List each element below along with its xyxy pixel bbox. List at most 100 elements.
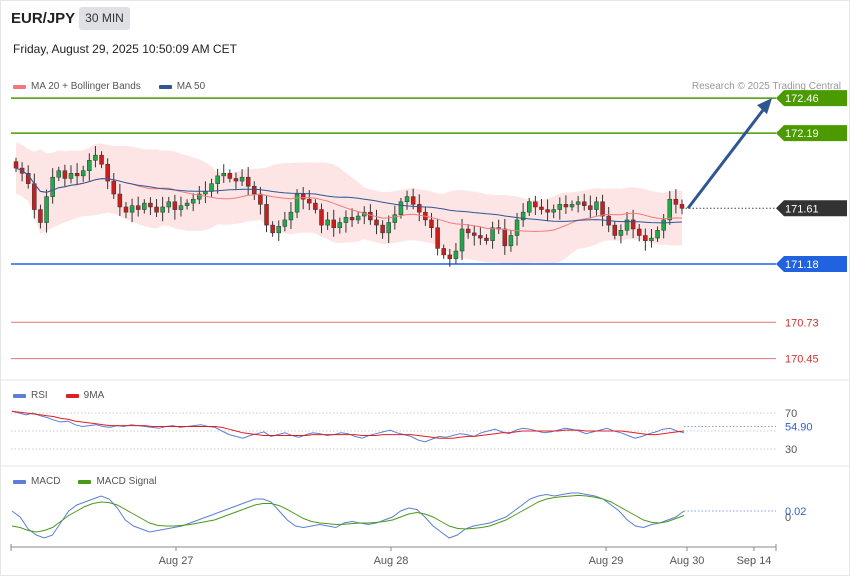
candle (239, 169, 245, 186)
candle-body-down (264, 204, 269, 226)
candle (123, 202, 129, 219)
ma50-line (15, 167, 683, 224)
rsi-ma-line (11, 410, 685, 439)
candle-body-up (129, 205, 135, 213)
candle-body-up (569, 204, 575, 208)
macd-legend: MACD MACD Signal (13, 476, 156, 487)
candle-body-up (178, 205, 184, 210)
candle-body-down (465, 228, 471, 234)
rsi-last-value: 54.90 (785, 422, 813, 434)
candle-body-down (105, 163, 110, 182)
candle (447, 248, 453, 267)
candle-body-up (44, 196, 49, 223)
legend-label-macd-signal: MACD Signal (96, 476, 157, 487)
candle-body-down (478, 235, 483, 239)
candle (551, 204, 556, 219)
candle (380, 220, 385, 239)
candle-body-up (655, 230, 660, 239)
candle-body-down (588, 205, 593, 210)
candle (105, 158, 110, 190)
candle (343, 210, 349, 233)
candle (44, 189, 49, 233)
candle-body-down (13, 161, 19, 169)
candle-body-up (276, 226, 281, 234)
candle-body-down (636, 228, 642, 236)
candle (533, 195, 538, 216)
candle (417, 194, 422, 222)
level-label-170.45: 170.45 (785, 354, 819, 366)
candle (288, 202, 294, 229)
candle-body-down (148, 202, 153, 208)
candle-body-down (123, 206, 129, 213)
candle-body-down (447, 254, 453, 260)
candle-body-up (93, 154, 98, 161)
level-label-171.61: 171.61 (785, 203, 819, 215)
candle (117, 183, 123, 217)
rsi-level-70: 70 (785, 408, 797, 420)
candle (673, 189, 679, 214)
macd-line (11, 492, 685, 539)
candle-body-down (563, 204, 569, 208)
candle-body-up (294, 193, 300, 213)
candle-body-down (331, 219, 336, 228)
candle-body-up (520, 211, 526, 221)
legend-label-rsi: RSI (31, 390, 48, 401)
legend-swatch-macd (13, 479, 26, 484)
candle (502, 218, 508, 255)
candle (355, 212, 361, 224)
candle (649, 229, 654, 248)
level-tag-172.46 (776, 90, 847, 107)
candle (655, 226, 660, 242)
candle (300, 187, 306, 210)
candle-body-down (111, 180, 117, 195)
candle (410, 188, 416, 210)
candle-body-up (343, 217, 349, 223)
candle (111, 173, 117, 199)
candle (245, 167, 251, 196)
candle-body-up (355, 215, 361, 221)
timeframe-badge[interactable]: 30 MIN (79, 7, 130, 30)
level-tag-171.61 (776, 200, 847, 217)
candle (569, 200, 575, 211)
candle-body-up (386, 222, 391, 234)
candle (453, 242, 459, 264)
candle-body-up (209, 183, 214, 192)
legend-label-ma20: MA 20 + Bollinger Bands (31, 81, 141, 92)
candle-body-down (313, 202, 318, 210)
candle (87, 153, 92, 181)
level-tag-171.18 (776, 255, 847, 272)
candle (142, 199, 147, 214)
candle (129, 198, 135, 223)
candle (68, 165, 74, 184)
candle (282, 211, 288, 232)
candle (80, 165, 86, 182)
candle (679, 199, 685, 215)
candle (154, 198, 159, 218)
candle-body-up (453, 250, 459, 260)
candle-body-up (50, 176, 55, 197)
candle (465, 224, 471, 239)
candle-body-up (551, 209, 556, 213)
candle (313, 199, 318, 214)
macd-signal-line (11, 494, 685, 533)
candle (539, 198, 544, 215)
candle (331, 209, 336, 237)
candle-body-up (575, 201, 581, 205)
candle-body-up (184, 202, 190, 206)
candle-body-down (630, 219, 636, 230)
macd-last-value: 0.02 (785, 506, 806, 518)
candle-body-down (472, 232, 477, 236)
candle (508, 230, 514, 252)
candle-body-up (142, 202, 147, 210)
candle-body-up (514, 219, 520, 236)
candle (325, 211, 330, 231)
candle (404, 190, 410, 210)
candle-body-down (417, 204, 422, 213)
candle (227, 169, 233, 183)
candle-body-down (307, 198, 312, 204)
rsi-line (11, 410, 685, 443)
candle-body-up (80, 170, 86, 177)
level-tag-172.19 (776, 125, 847, 142)
candle-body-up (190, 198, 196, 204)
